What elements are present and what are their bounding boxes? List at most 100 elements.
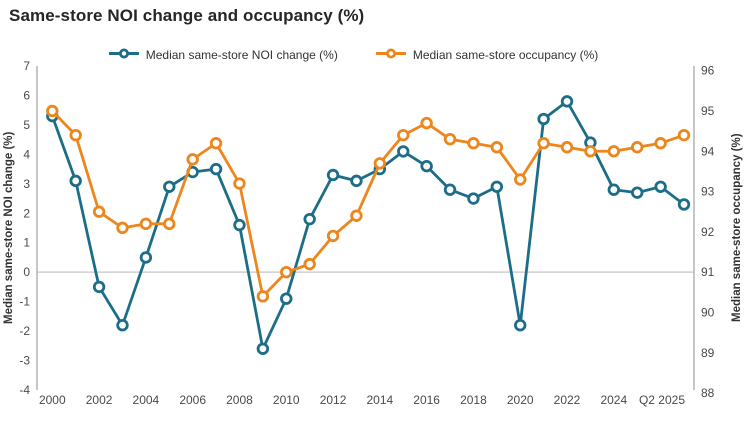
noi-data-point — [163, 180, 176, 193]
noi-data-point — [350, 174, 363, 188]
noi-data-point — [514, 319, 527, 332]
chart-title: Same-store NOI change and occupancy (%) — [9, 6, 365, 25]
right-axis-tick-label: 95 — [701, 104, 715, 118]
occupancy-data-point — [677, 128, 691, 142]
noi-data-point — [69, 174, 82, 188]
x-axis-tick-label: 2018 — [460, 393, 487, 407]
left-axis-tick-label: 0 — [23, 265, 30, 279]
occupancy-data-point — [490, 141, 504, 154]
left-axis-tick-label: 2 — [23, 206, 30, 220]
left-axis-tick-label: 5 — [23, 118, 30, 132]
occupancy-data-point — [326, 229, 340, 243]
noi-data-point — [116, 319, 129, 332]
noi-series-marker-icon — [108, 46, 139, 64]
occupancy-data-point — [46, 104, 59, 118]
occupancy-data-point — [584, 145, 597, 158]
occupancy-data-point — [233, 177, 246, 190]
legend-label-noi: Median same-store NOI change (%) — [145, 48, 338, 62]
x-axis-tick-label: 2024 — [600, 393, 627, 407]
x-axis-tick-label: 2020 — [507, 393, 534, 407]
x-axis-tick-label: Q2 2025 — [639, 393, 685, 407]
noi-data-point — [139, 251, 153, 264]
occupancy-data-point — [69, 128, 82, 142]
occupancy-data-point — [116, 221, 129, 235]
x-axis-tick-label: 2016 — [413, 393, 440, 407]
x-axis-tick-label: 2006 — [179, 393, 206, 407]
noi-data-point — [443, 183, 457, 196]
x-axis-tick-label: 2002 — [86, 393, 113, 407]
noi-data-point — [397, 145, 410, 158]
x-axis-tick-label: 2022 — [554, 393, 581, 407]
right-axis-title: Median same-store occupancy (%) — [731, 133, 743, 323]
occupancy-series-marker-icon — [375, 46, 406, 64]
left-axis-tick-label: -4 — [19, 383, 30, 397]
x-axis-tick-label: 2008 — [226, 393, 253, 407]
left-axis-tick-label: 3 — [23, 177, 30, 191]
left-axis-tick-label: -1 — [19, 295, 30, 309]
x-axis-tick-label: 2014 — [366, 393, 393, 407]
noi-data-point — [92, 280, 106, 294]
noi-data-point — [420, 159, 433, 173]
x-axis-tick-label: 2010 — [273, 393, 300, 407]
right-axis-tick-label: 88 — [701, 386, 715, 400]
occupancy-data-point — [92, 205, 106, 218]
right-axis-tick-label: 92 — [701, 225, 715, 239]
x-axis-tick-label: 2012 — [320, 393, 347, 407]
occupancy-data-point — [186, 153, 199, 166]
legend-item-occupancy[interactable]: Median same-store occupancy (%) — [375, 46, 599, 64]
right-axis-tick-label: 96 — [701, 64, 715, 78]
noi-series-line — [50, 99, 685, 351]
noi-data-point — [677, 198, 691, 211]
left-axis-tick-label: -2 — [19, 324, 30, 338]
legend: Median same-store NOI change (%) Median … — [0, 46, 707, 64]
right-axis-tick-label: 89 — [701, 346, 715, 360]
occupancy-data-point — [303, 257, 316, 271]
noi-data-point — [537, 112, 550, 126]
x-axis-tick-label: 2000 — [39, 393, 66, 407]
occupancy-data-point — [209, 137, 223, 150]
left-axis-tick-label: 4 — [23, 147, 30, 161]
noi-data-point — [233, 218, 246, 232]
occupancy-data-point — [280, 265, 293, 279]
noi-data-point — [467, 192, 480, 205]
right-axis-tick-label: 91 — [701, 265, 715, 279]
noi-data-point — [631, 186, 644, 199]
occupancy-data-point — [350, 209, 363, 222]
noi-data-point — [607, 183, 621, 196]
legend-label-occupancy: Median same-store occupancy (%) — [412, 48, 599, 62]
occupancy-data-point — [654, 137, 667, 150]
occupancy-data-point — [420, 116, 433, 130]
occupancy-data-point — [139, 217, 153, 231]
occupancy-data-point — [373, 157, 387, 170]
x-axis-tick-label: 2004 — [133, 393, 160, 407]
occupancy-data-point — [443, 132, 457, 146]
occupancy-data-point — [514, 173, 527, 186]
noi-data-point — [256, 342, 270, 355]
occupancy-data-point — [607, 145, 621, 158]
occupancy-data-point — [537, 137, 550, 150]
left-axis-title: Median same-store NOI change (%) — [3, 131, 15, 325]
noi-data-point — [209, 162, 223, 176]
left-axis-tick-label: -3 — [19, 354, 30, 368]
occupancy-data-point — [560, 141, 574, 154]
legend-item-noi[interactable]: Median same-store NOI change (%) — [108, 46, 338, 64]
occupancy-data-point — [397, 128, 410, 142]
occupancy-series-line — [51, 110, 685, 298]
occupancy-data-point — [467, 137, 480, 150]
left-axis-tick-label: 1 — [23, 236, 30, 250]
noi-data-point — [560, 95, 574, 108]
left-axis-tick-label: 7 — [23, 59, 30, 73]
noi-data-point — [303, 212, 316, 226]
occupancy-data-point — [631, 141, 644, 154]
noi-data-point — [490, 180, 504, 193]
noi-data-point — [326, 168, 340, 182]
right-axis-tick-label: 90 — [701, 305, 715, 319]
right-axis-tick-label: 93 — [701, 185, 715, 199]
noi-data-point — [654, 180, 667, 193]
occupancy-data-point — [163, 217, 176, 231]
right-axis-tick-label: 94 — [701, 144, 715, 158]
occupancy-data-point — [256, 290, 270, 303]
noi-data-point — [280, 292, 293, 305]
